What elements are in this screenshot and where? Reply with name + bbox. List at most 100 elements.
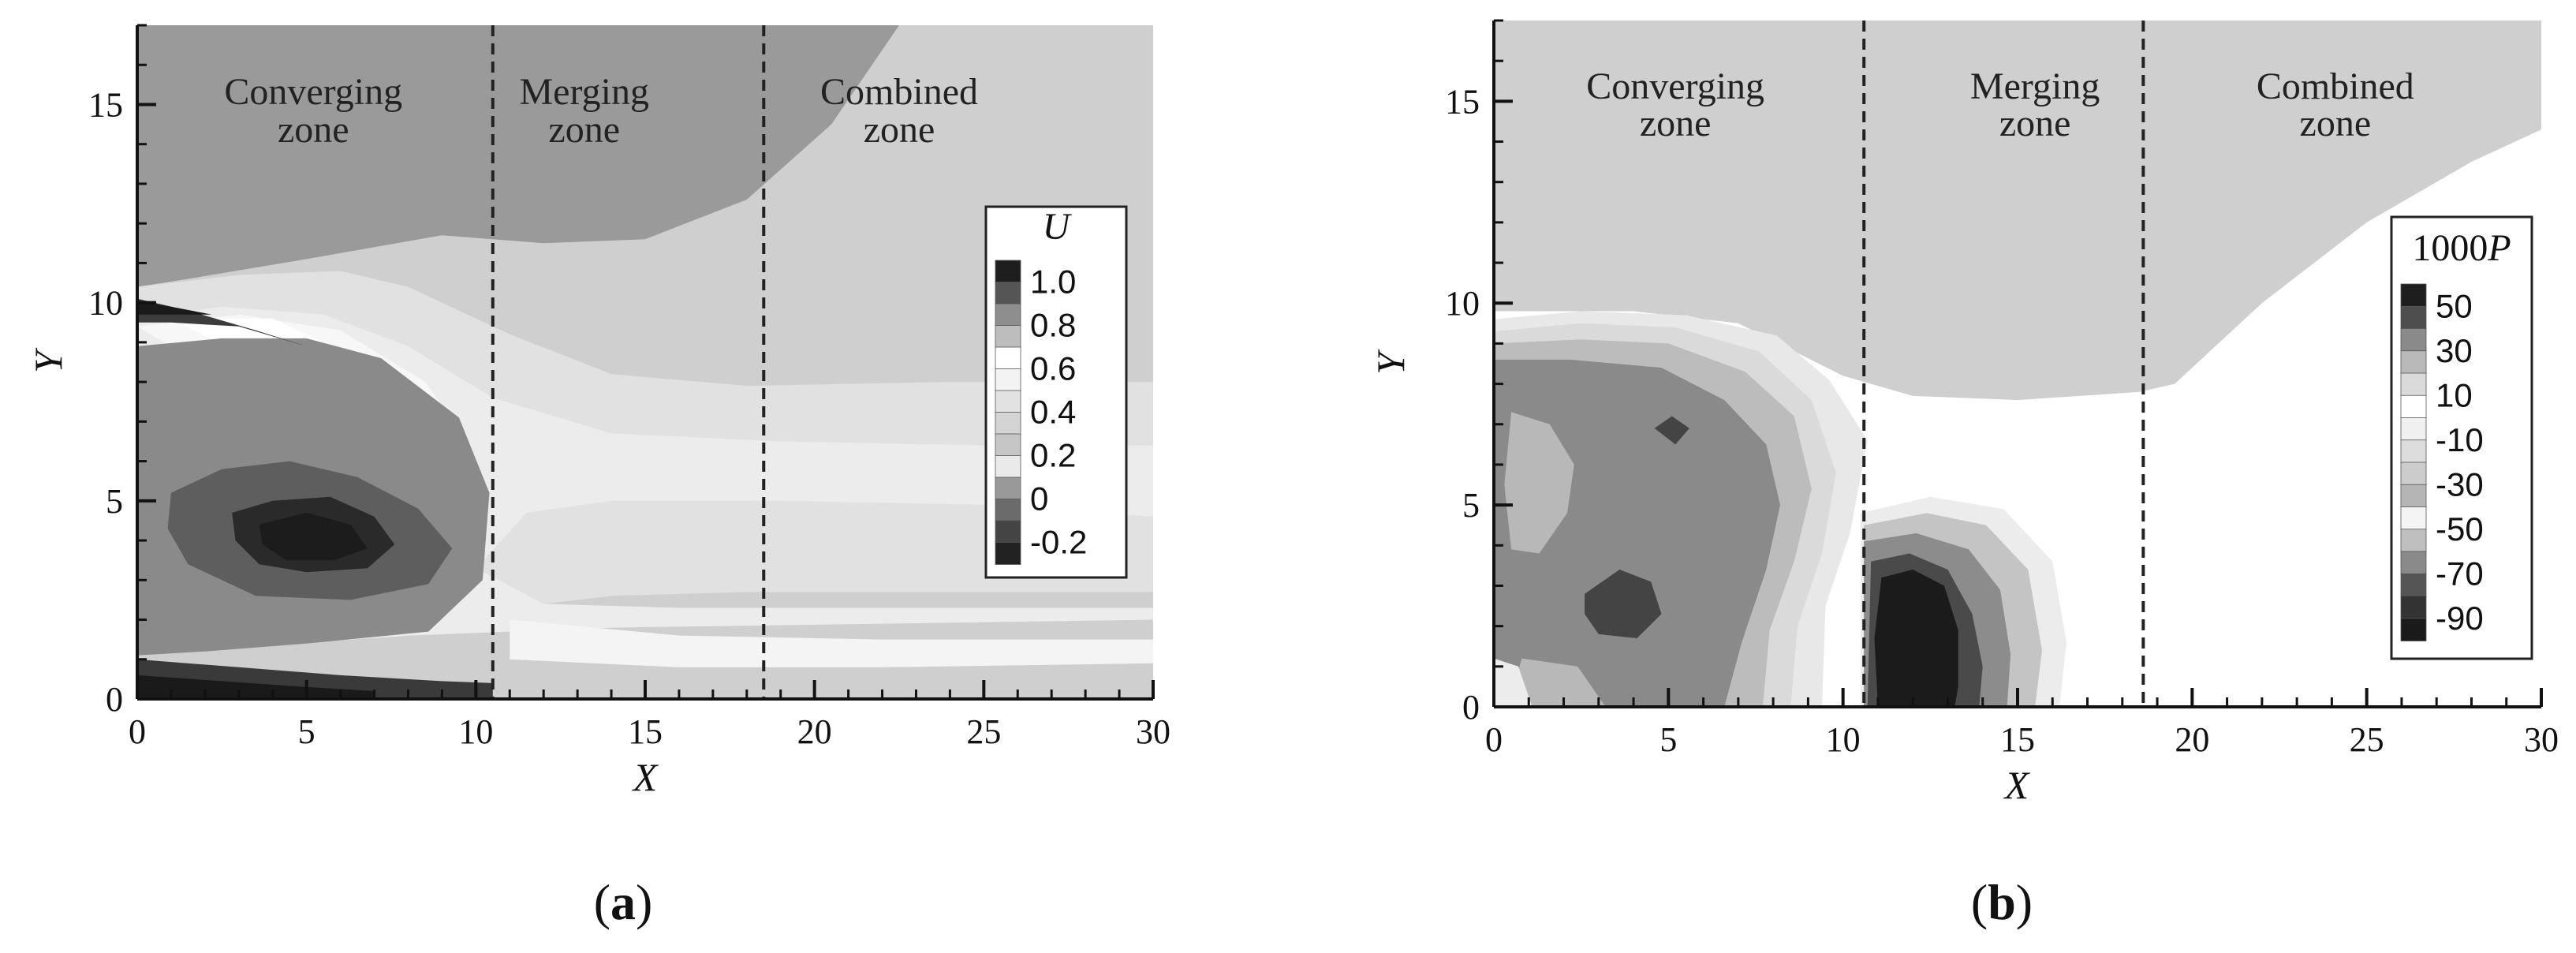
legend-label: 0.2	[1030, 437, 1076, 474]
x-tick-label: 25	[966, 712, 1001, 751]
zone-label-line2: zone	[548, 109, 620, 151]
legend-swatch	[2400, 573, 2427, 597]
x-tick-label: 15	[2000, 720, 2035, 759]
x-tick-label: 10	[1826, 720, 1861, 759]
legend-swatch	[2400, 305, 2427, 330]
x-tick-label: 25	[2350, 720, 2384, 759]
zone-label-line1: Converging	[224, 71, 402, 113]
x-tick-label: 20	[797, 712, 832, 751]
legend-swatch	[2400, 372, 2427, 397]
contour-regions	[1494, 129, 2541, 707]
legend-swatch	[2400, 283, 2427, 308]
x-tick-label: 15	[628, 712, 663, 751]
y-axis-label: Y	[26, 347, 70, 373]
y-tick-label: 10	[1445, 284, 1480, 323]
contour-band	[1585, 570, 1662, 638]
legend-swatch	[2400, 596, 2427, 619]
legend-swatch	[995, 433, 1021, 457]
legend-label: -30	[2436, 465, 2484, 503]
contour-band	[137, 25, 899, 287]
zone-label-line1: Combined	[2257, 65, 2414, 107]
x-tick-label: 0	[1485, 720, 1503, 759]
zone-label-line2: zone	[1999, 103, 2071, 144]
legend-swatch	[2400, 506, 2427, 530]
legend-swatch	[2400, 462, 2427, 486]
zone-label-line1: Combined	[820, 71, 978, 113]
zone-label-line2: zone	[278, 109, 349, 151]
zone-dividers	[1862, 21, 2145, 707]
y-axis-label: Y	[1368, 349, 1413, 375]
panel-caption: (b)	[1971, 874, 2033, 930]
legend-swatch	[2400, 551, 2427, 575]
legend-swatch	[2400, 350, 2427, 374]
zone-label-line2: zone	[864, 109, 935, 151]
panel-b: 0 5 10 15 20 25 30 0 5 10 15 ConvergingzoneMerging…	[1368, 19, 2559, 930]
contour-band	[137, 675, 375, 699]
legend-swatch	[2400, 328, 2427, 352]
legend-swatch	[995, 390, 1021, 413]
legend-label: 50	[2436, 287, 2473, 324]
x-tick-label: 20	[2175, 720, 2209, 759]
contour-band	[1504, 412, 1574, 554]
contour-band	[1507, 658, 1606, 707]
legend-swatch	[995, 260, 1021, 283]
legend-swatch	[995, 542, 1021, 565]
legend-label: 10	[2436, 376, 2473, 413]
x-tick-label: 5	[1659, 720, 1677, 759]
legend-label: -0.2	[1030, 524, 1087, 561]
axis-ticks: 0 5 10 15 20 25 30 0 5 10 15	[88, 24, 1170, 751]
legend-swatch	[995, 346, 1021, 370]
legend-label: 0.4	[1030, 394, 1076, 431]
legend-title: U	[1043, 206, 1073, 248]
zone-label-line1: Merging	[520, 71, 649, 113]
axis-ticks: 0 5 10 15 20 25 30 0 5 10 15	[1445, 19, 2559, 759]
legend: U 1.0 0.8 0.6 0.4 0.2 0 -0.2	[984, 205, 1128, 579]
legend-label: -50	[2436, 510, 2484, 548]
legend-label: -10	[2436, 421, 2484, 458]
legend-swatch	[995, 325, 1021, 348]
panel-caption: (a)	[594, 874, 653, 930]
contour-band	[1494, 359, 1780, 707]
x-axis-label: X	[2003, 763, 2031, 807]
legend-label: 0.8	[1030, 307, 1076, 344]
legend-swatch	[2400, 394, 2427, 419]
contour-band	[510, 619, 1153, 667]
legend-label: 0	[1030, 480, 1048, 518]
x-tick-label: 30	[2524, 720, 2559, 759]
x-tick-label: 30	[1136, 712, 1170, 751]
legend-swatch	[995, 455, 1021, 478]
legend-swatch	[2400, 618, 2427, 641]
zone-label-line2: zone	[1640, 103, 1712, 144]
y-tick-label: 5	[106, 482, 123, 521]
x-tick-label: 0	[129, 712, 146, 751]
y-tick-label: 0	[106, 680, 123, 719]
contour-band	[259, 512, 368, 561]
legend-swatch	[995, 476, 1021, 500]
contour-regions	[137, 25, 1153, 699]
legend-swatch	[2400, 439, 2427, 463]
zone-label-line2: zone	[2300, 103, 2372, 144]
y-tick-label: 0	[1462, 688, 1480, 727]
legend-label: 1.0	[1030, 263, 1076, 301]
contour-band	[1874, 570, 1958, 707]
y-tick-label: 15	[1445, 82, 1480, 121]
x-tick-label: 5	[298, 712, 315, 751]
legend-swatch	[995, 303, 1021, 327]
legend-swatch	[995, 499, 1021, 521]
legend-swatch	[2400, 417, 2427, 441]
legend: 1000P 50 30 10 -10 -30 -50 -70 -90	[2390, 215, 2533, 660]
x-tick-label: 10	[458, 712, 493, 751]
x-axis-label: X	[632, 755, 659, 799]
legend-label: 30	[2436, 332, 2473, 369]
legend-swatch	[995, 520, 1021, 544]
contour-band	[1494, 658, 1533, 707]
y-tick-label: 5	[1462, 486, 1480, 525]
legend-label: -70	[2436, 555, 2484, 592]
legend-swatch	[995, 282, 1021, 305]
legend-swatch	[2400, 484, 2427, 508]
zone-dividers	[491, 25, 766, 699]
